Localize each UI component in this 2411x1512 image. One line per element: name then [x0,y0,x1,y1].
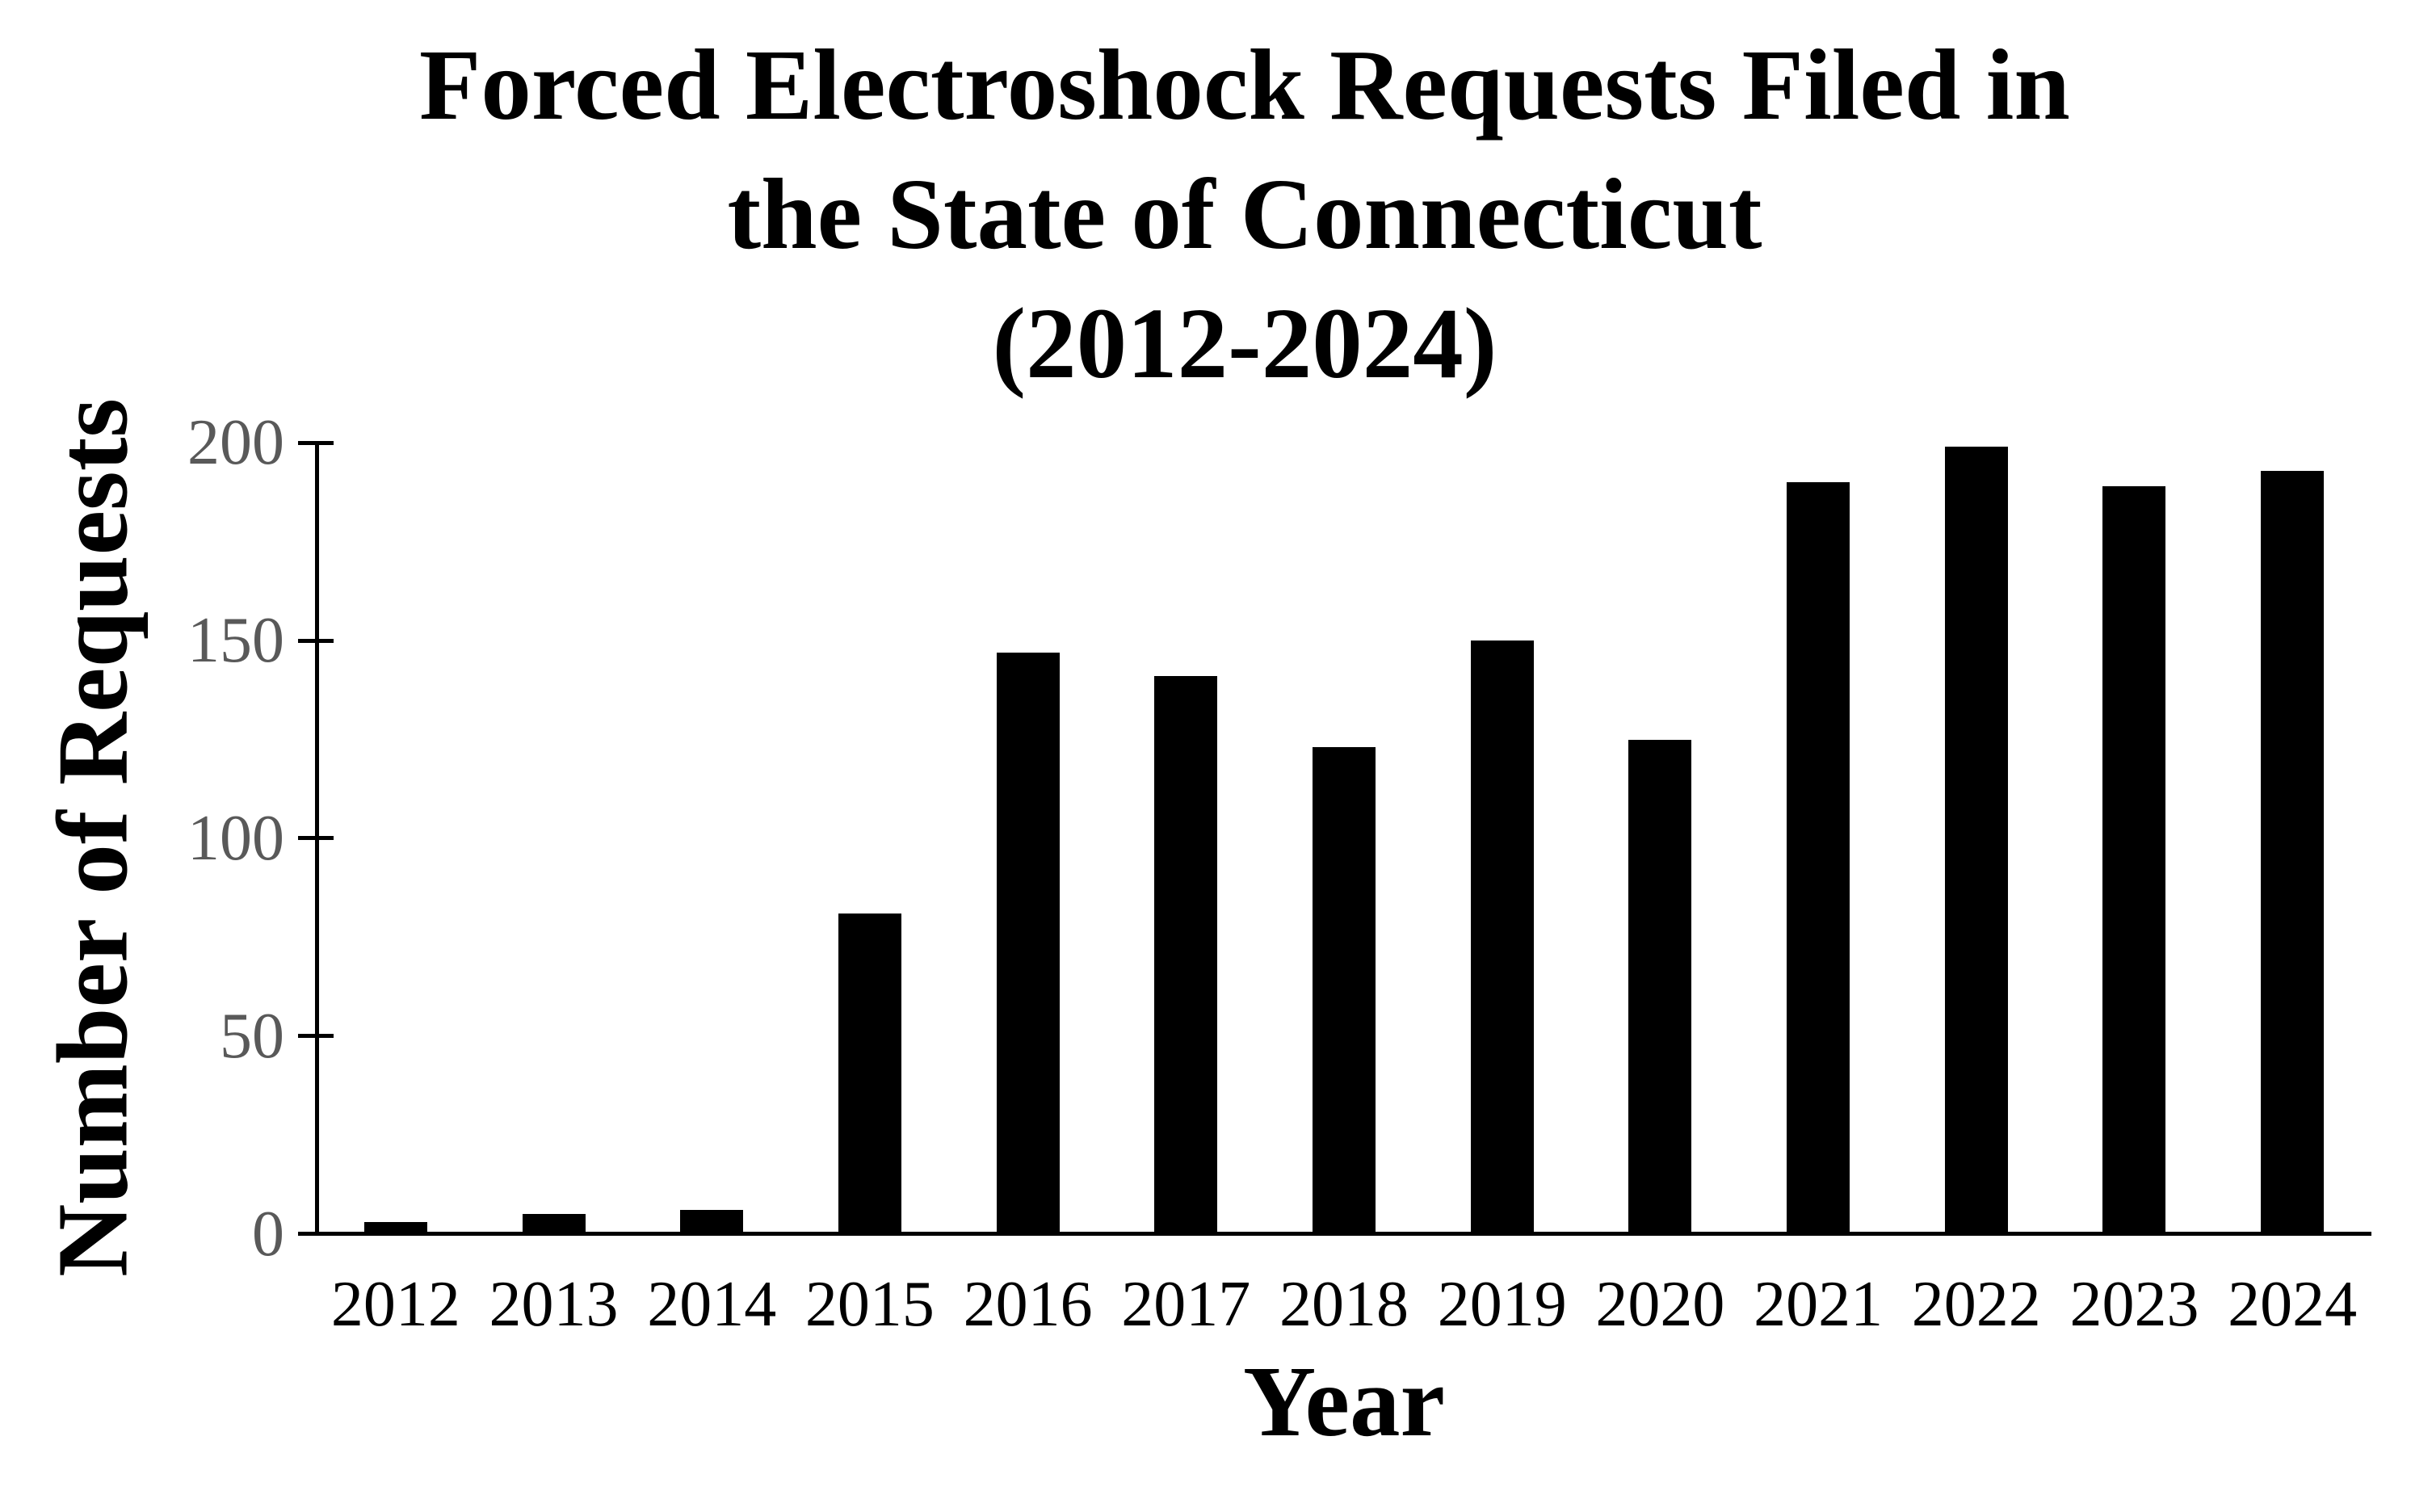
y-tick-label-100: 100 [187,802,284,874]
bar-2022 [1944,447,2008,1236]
bar-2018 [1313,747,1376,1236]
x-tick-label-2016: 2016 [963,1269,1093,1340]
y-tick-mark-200 [298,440,334,445]
x-tick-label-2018: 2018 [1279,1269,1409,1340]
chart-title: Forced Electroshock Requests Filed in th… [275,21,2214,409]
y-tick-mark-100 [298,836,334,841]
bar-2019 [1470,640,1534,1236]
x-tick-label-2022: 2022 [1911,1269,2041,1340]
y-tick-mark-150 [298,638,334,643]
x-tick-label-2014: 2014 [647,1269,777,1340]
y-tick-label-150: 150 [187,605,284,677]
y-tick-label-0: 0 [252,1198,284,1270]
bar-2021 [1787,482,1850,1236]
x-tick-label-2024: 2024 [2228,1269,2358,1340]
x-tick-label-2019: 2019 [1437,1269,1567,1340]
chart-title-line-1: Forced Electroshock Requests Filed in [419,30,2070,141]
x-tick-label-2017: 2017 [1121,1269,1251,1340]
x-tick-label-2020: 2020 [1595,1269,1725,1340]
bar-2016 [996,652,1060,1236]
y-tick-mark-0 [298,1232,334,1236]
chart-title-line-2: the State of Connecticut [727,159,1762,271]
x-tick-label-2021: 2021 [1754,1269,1884,1340]
bar-2012 [363,1221,427,1236]
bar-2013 [522,1214,586,1236]
x-axis-title: Year [1243,1346,1445,1458]
x-tick-label-2023: 2023 [2069,1269,2199,1340]
y-tick-label-200: 200 [187,407,284,479]
bar-2020 [1628,739,1692,1236]
y-tick-label-50: 50 [220,1000,284,1072]
bar-2014 [680,1210,744,1236]
bar-2023 [2102,486,2166,1236]
bar-2015 [838,913,901,1236]
y-tick-mark-50 [298,1034,334,1039]
bar-2024 [2261,470,2325,1236]
x-tick-label-2012: 2012 [330,1269,460,1340]
x-tick-label-2013: 2013 [489,1269,619,1340]
x-tick-label-2015: 2015 [804,1269,935,1340]
chart-title-line-3: (2012-2024) [992,288,1497,400]
bar-2017 [1154,676,1218,1236]
